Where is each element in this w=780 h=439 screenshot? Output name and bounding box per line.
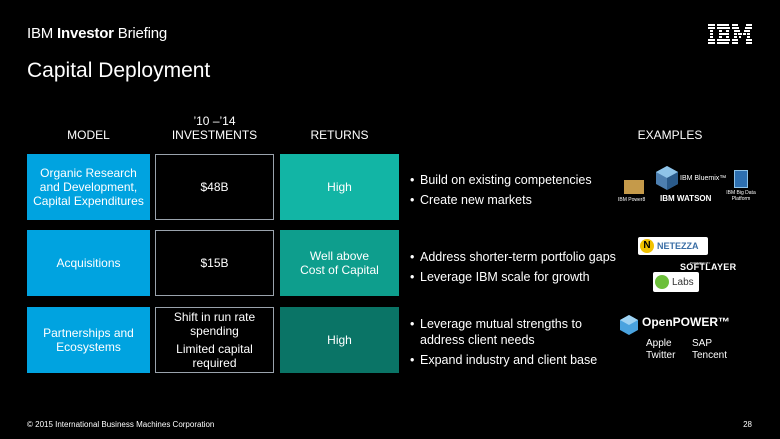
- investment-cell-acquisitions: $15B: [155, 230, 274, 296]
- model-cell-acquisitions: Acquisitions: [27, 230, 150, 296]
- model-cell-organic: Organic Research and Development, Capita…: [27, 154, 150, 220]
- returns-cell-partnerships: High: [280, 307, 399, 373]
- watson-label: IBM WATSON: [660, 194, 712, 203]
- page-title: Capital Deployment: [27, 59, 211, 82]
- bullets-acquisitions: Address shorter-term portfolio gaps Leve…: [410, 249, 616, 289]
- bluemix-cube-icon: [656, 166, 678, 190]
- model-cell-partnerships: Partnerships and Ecosystems: [27, 307, 150, 373]
- softlayer-caption: POWERED BY: [690, 261, 711, 265]
- column-header-returns: RETURNS: [310, 128, 369, 142]
- big-data-label: IBM Big Data Platform: [726, 190, 756, 202]
- bullet-item: Leverage mutual strengths to address cli…: [410, 316, 610, 348]
- brand-title: IBM Investor Briefing: [27, 25, 168, 42]
- investment-cell-organic: $48B: [155, 154, 274, 220]
- bullets-partnerships: Leverage mutual strengths to address cli…: [410, 316, 610, 372]
- big-data-icon: [734, 170, 748, 188]
- returns-cell-acquisitions: Well above Cost of Capital: [280, 230, 399, 296]
- bullet-item: Create new markets: [410, 192, 592, 208]
- bluemix-label: IBM Bluemix™: [680, 175, 727, 182]
- bullet-item: Build on existing competencies: [410, 172, 592, 188]
- bullet-item: Expand industry and client base: [410, 352, 610, 368]
- labs-logo: Labs: [653, 272, 699, 292]
- column-header-examples: EXAMPLES: [637, 128, 703, 142]
- power8-label: IBM Power8: [618, 197, 646, 203]
- bullet-item: Leverage IBM scale for growth: [410, 269, 616, 285]
- openpower-label: OpenPOWER™: [642, 315, 731, 329]
- column-header-investments: ’10 –’14 INVESTMENTS: [171, 114, 258, 142]
- openpower-hex-icon: [620, 315, 638, 335]
- investment-cell-partnerships: Shift in run rate spending Limited capit…: [155, 307, 274, 373]
- bullets-organic: Build on existing competencies Create ne…: [410, 172, 592, 212]
- copyright-text: © 2015 International Business Machines C…: [27, 420, 215, 429]
- column-header-model: MODEL: [67, 128, 110, 142]
- partners-list-1: Apple Twitter: [646, 338, 676, 361]
- page-number: 28: [743, 420, 752, 429]
- returns-cell-organic: High: [280, 154, 399, 220]
- ibm-logo-icon: [708, 24, 752, 44]
- partners-list-2: SAP Tencent: [692, 338, 728, 361]
- softlayer-label: SOFTLAYER: [680, 262, 737, 272]
- netezza-logo: N NETEZZA: [638, 237, 708, 255]
- power8-chip-icon: [624, 180, 644, 194]
- bullet-item: Address shorter-term portfolio gaps: [410, 249, 616, 265]
